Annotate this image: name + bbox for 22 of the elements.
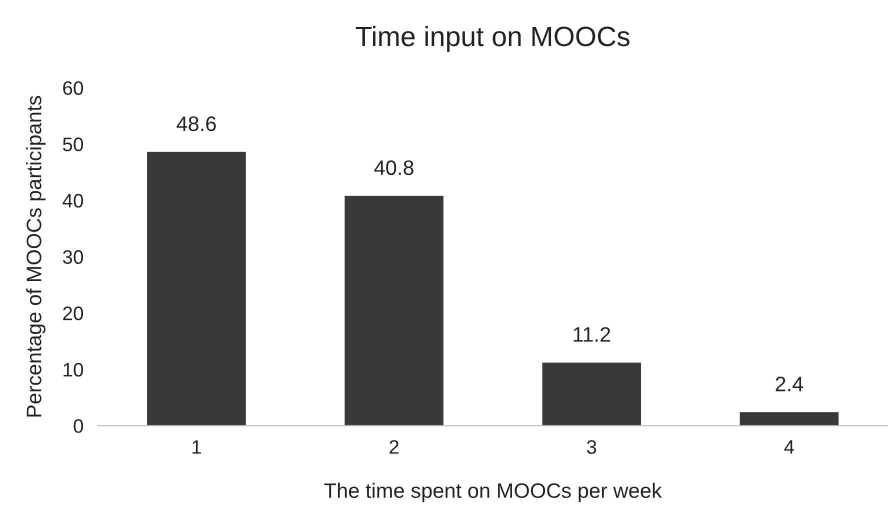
data-label: 11.2	[574, 327, 610, 342]
bar	[542, 362, 642, 426]
data-label: 2.4	[776, 376, 804, 392]
y-tick-label: 20	[63, 306, 84, 320]
x-tick-label: 3	[586, 440, 596, 454]
bar	[740, 412, 839, 426]
y-tick-label: 0	[74, 419, 84, 433]
y-tick-label: 50	[62, 138, 84, 152]
data-label: 48.6	[176, 116, 216, 132]
x-tick-label: 2	[390, 440, 398, 454]
x-axis-title: The time spent on MOOCs per week	[324, 482, 662, 502]
bar	[147, 152, 246, 426]
chart-title: Time input on MOOCs	[356, 26, 630, 52]
y-axis-title: Percentage of MOOCs participants	[26, 96, 46, 417]
x-tick-label: 1	[192, 440, 201, 454]
data-label: 40.8	[374, 160, 414, 176]
x-tick-label: 4	[784, 440, 794, 454]
y-tick-label: 30	[62, 250, 84, 264]
y-tick-label: 40	[62, 194, 84, 208]
bar	[344, 196, 444, 426]
y-tick-label: 60	[63, 81, 84, 95]
y-tick-label: 10	[64, 362, 84, 377]
